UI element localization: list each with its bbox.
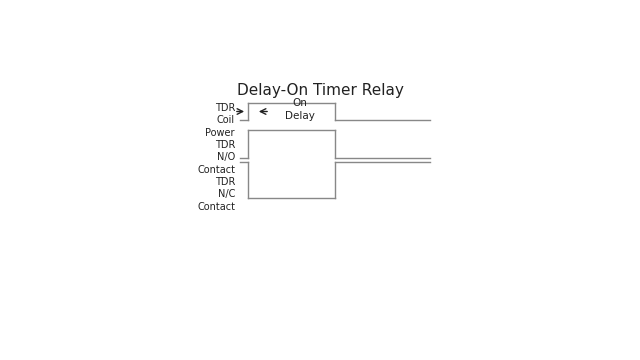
Text: Delay-On Timer Relay: Delay-On Timer Relay	[237, 82, 403, 98]
Text: On
Delay: On Delay	[285, 98, 314, 121]
Text: TDR
N/C
Contact: TDR N/C Contact	[197, 177, 235, 212]
Text: TDR
Coil
Power: TDR Coil Power	[205, 103, 235, 138]
Text: TDR
N/O
Contact: TDR N/O Contact	[197, 140, 235, 175]
